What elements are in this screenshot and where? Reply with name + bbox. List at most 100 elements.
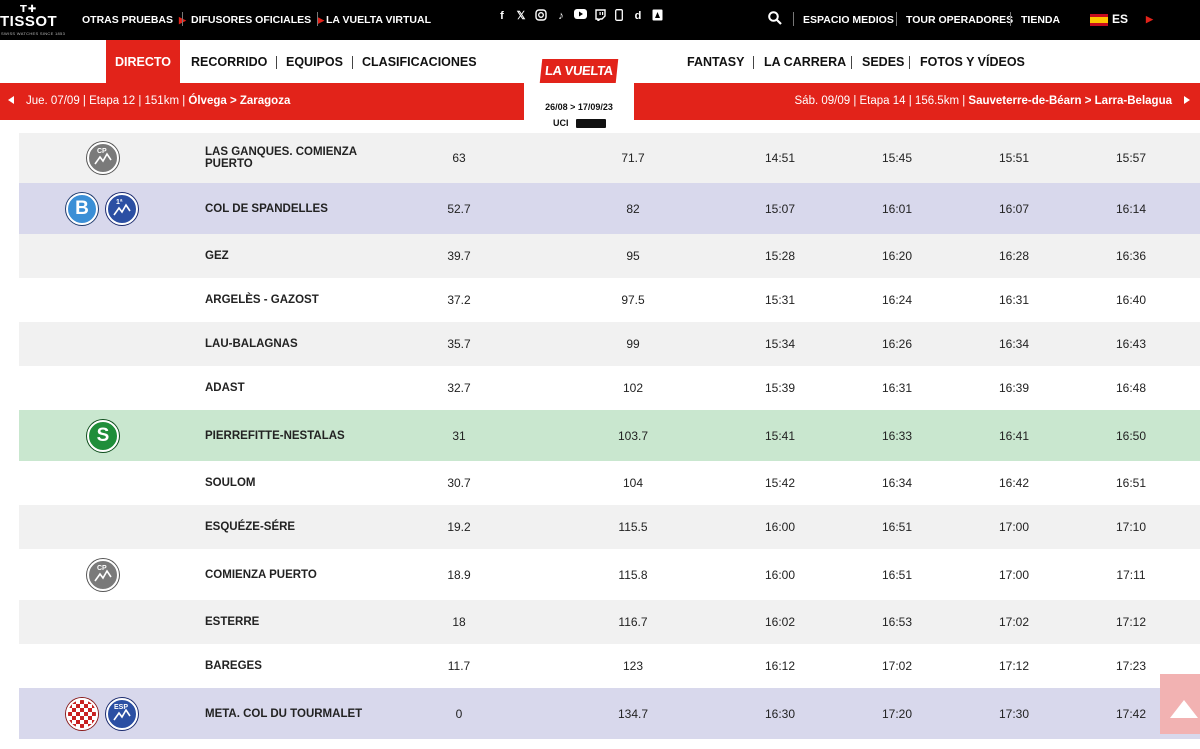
finish-flag-icon: [66, 697, 98, 730]
strava-icon[interactable]: [650, 9, 664, 23]
link-tour-operadores[interactable]: TOUR OPERADORES: [906, 14, 1014, 26]
link-la-vuelta-virtual[interactable]: LA VUELTA VIRTUAL: [326, 14, 431, 26]
top-bar: T✚ TISSOT SWISS WATCHES SINCE 1853 OTRAS…: [0, 0, 1200, 40]
km-remaining: 31: [452, 428, 466, 443]
table-row: CP LAS GANQUES. COMIENZA PUERTO 63 71.7 14:5…: [19, 133, 1200, 183]
youtube-icon[interactable]: [573, 9, 587, 23]
time-schedule-4: 16:48: [1115, 381, 1147, 395]
km-covered: 102: [622, 381, 644, 395]
time-schedule-4: 17:11: [1116, 567, 1146, 582]
time-schedule-4: 17:23: [1115, 659, 1147, 673]
time-schedule-3: 17:30: [998, 706, 1030, 721]
table-row: B 1ª COL DE SPANDELLES 52.7 82 15:07 16:01 16:0…: [19, 183, 1200, 234]
tiktok-icon[interactable]: ♪: [558, 10, 564, 22]
km-covered: 95: [626, 249, 640, 263]
km-remaining: 18: [452, 615, 466, 629]
link-tienda[interactable]: TIENDA: [1021, 14, 1061, 26]
tissot-tagline: SWISS WATCHES SINCE 1853: [1, 31, 66, 36]
nav-recorrido[interactable]: RECORRIDO: [191, 55, 268, 69]
twitch-icon[interactable]: [593, 9, 607, 23]
link-espacio-medios[interactable]: ESPACIO MEDIOS: [803, 14, 894, 26]
km-covered: 99: [626, 337, 640, 351]
la-vuelta-logo[interactable]: LA VUELTA 26/08 > 17/09/23 UCI: [524, 42, 634, 132]
km-remaining: 32.7: [447, 381, 471, 395]
bonus-sprint-icon: B: [66, 192, 98, 225]
time-schedule-4: 16:40: [1115, 293, 1147, 307]
language-arrow-icon[interactable]: ▶: [1146, 14, 1153, 24]
dailymotion-icon[interactable]: d: [634, 10, 642, 22]
waypoint-name: PIERREFITTE-NESTALAS: [205, 429, 345, 442]
row-icons: [66, 511, 140, 543]
time-schedule-4: 16:50: [1115, 428, 1147, 443]
divider: [1010, 12, 1011, 26]
race-dates: 26/08 > 17/09/23: [545, 102, 613, 112]
language-selector[interactable]: ES: [1112, 12, 1129, 26]
time-schedule-2: 16:31: [881, 381, 913, 395]
divider: [276, 56, 277, 69]
time-schedule-4: 16:36: [1115, 249, 1147, 263]
time-schedule-4: 15:57: [1115, 151, 1147, 165]
scroll-to-top-button[interactable]: [1160, 674, 1200, 734]
waypoint-name: GEZ: [205, 250, 229, 262]
next-stage-route: Sauveterre-de-Béarn > Larra-Belagua: [968, 95, 1172, 107]
nav-directo[interactable]: DIRECTO: [106, 40, 180, 83]
time-schedule-2: 16:24: [881, 293, 913, 307]
previous-stage-info: Jue. 07/09 | Etapa 12 | 151km |: [26, 95, 189, 107]
km-remaining: 39.7: [447, 249, 471, 263]
time-schedule-1: 16:12: [764, 659, 796, 673]
divider: [753, 56, 754, 69]
time-schedule-3: 16:34: [998, 337, 1030, 351]
arrow-right-icon: ▶: [317, 15, 325, 25]
nav-fantasy[interactable]: FANTASY: [687, 55, 745, 69]
time-schedule-3: 17:00: [998, 567, 1030, 582]
time-schedule-4: 16:51: [1115, 476, 1147, 490]
stage-timetable: CP LAS GANQUES. COMIENZA PUERTO 63 71.7 14:5…: [19, 133, 1200, 739]
time-schedule-2: 17:02: [881, 659, 913, 673]
waypoint-name: LAS GANQUES. COMIENZA PUERTO: [205, 146, 357, 170]
nav-sedes[interactable]: SEDES: [862, 55, 905, 69]
row-icons: [66, 650, 140, 682]
next-stage-link[interactable]: Sáb. 09/09 | Etapa 14 | 156.5km | Sauvet…: [795, 95, 1190, 107]
divider: [851, 56, 852, 69]
facebook-icon[interactable]: f: [500, 10, 504, 22]
waypoint-name: BAREGES: [205, 660, 262, 672]
nav-clasificaciones[interactable]: CLASIFICACIONES: [362, 55, 477, 69]
x-icon[interactable]: 𝕏: [516, 10, 526, 22]
km-covered: 115.8: [618, 567, 648, 582]
time-schedule-3: 16:42: [998, 476, 1030, 490]
table-row: CP COMIENZA PUERTO 18.9 115.8 16:00 16:51 17:0…: [19, 549, 1200, 600]
row-icons: [66, 240, 140, 272]
km-covered: 134.7: [617, 706, 649, 721]
nav-fotos-videos[interactable]: FOTOS Y VÍDEOS: [920, 55, 1025, 69]
tissot-cross-icon: T✚: [20, 4, 38, 15]
mobile-icon[interactable]: [612, 9, 626, 23]
table-row: SOULOM 30.7 104 15:42 16:34 16:42 16:51: [19, 461, 1200, 505]
time-schedule-1: 15:41: [764, 428, 796, 443]
waypoint-name: LAU-BALAGNAS: [205, 338, 298, 350]
waypoint-name: SOULOM: [205, 477, 256, 489]
km-covered: 103.7: [617, 428, 649, 443]
waypoint-name: COL DE SPANDELLES: [205, 202, 328, 215]
uci-worldtour-icon: [576, 119, 606, 128]
nav-la-carrera[interactable]: LA CARRERA: [764, 55, 847, 69]
link-difusores-oficiales[interactable]: DIFUSORES OFICIALES ▶: [191, 14, 325, 26]
spain-flag-icon[interactable]: [1090, 14, 1108, 26]
instagram-icon[interactable]: [534, 9, 548, 23]
link-otras-pruebas[interactable]: OTRAS PRUEBAS▶: [82, 14, 186, 26]
time-schedule-2: 15:45: [881, 151, 913, 165]
time-schedule-2: 16:51: [881, 567, 913, 582]
nav-equipos[interactable]: EQUIPOS: [286, 55, 343, 69]
divider: [352, 56, 353, 69]
previous-stage-link[interactable]: Jue. 07/09 | Etapa 12 | 151km | Ólvega >…: [8, 95, 290, 107]
time-schedule-1: 16:02: [764, 615, 796, 629]
arrow-up-icon: [1170, 700, 1198, 718]
table-row: BAREGES 11.7 123 16:12 17:02 17:12 17:23: [19, 644, 1200, 688]
time-schedule-1: 16:00: [764, 520, 796, 534]
tissot-logo[interactable]: T✚ TISSOT SWISS WATCHES SINCE 1853: [0, 3, 66, 37]
search-icon[interactable]: [768, 11, 782, 25]
km-remaining: 18.9: [447, 567, 471, 582]
km-remaining: 52.7: [447, 201, 471, 216]
km-covered: 116.7: [618, 615, 648, 629]
waypoint-name: ESQUÉZE-SÉRE: [205, 521, 296, 533]
first-category-climb-icon: 1ª: [106, 192, 138, 225]
